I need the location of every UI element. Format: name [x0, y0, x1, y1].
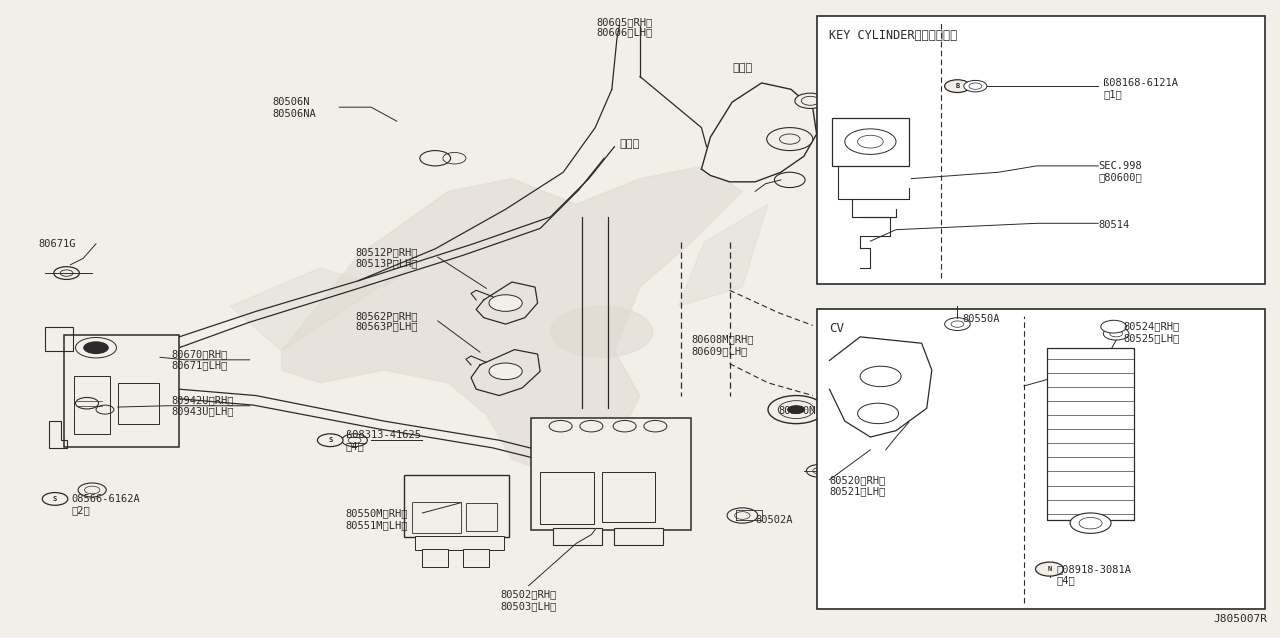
Circle shape	[489, 295, 522, 311]
Text: B: B	[955, 83, 960, 89]
Circle shape	[795, 93, 826, 108]
Circle shape	[874, 28, 902, 42]
Text: J805007R: J805007R	[1213, 614, 1267, 624]
Bar	[553, 528, 602, 545]
Bar	[415, 536, 504, 550]
Text: 80550M（RH）: 80550M（RH）	[346, 508, 408, 519]
Text: （2）: （2）	[72, 505, 91, 516]
Circle shape	[945, 318, 970, 330]
Text: 非販売: 非販売	[732, 63, 753, 73]
Bar	[614, 528, 663, 545]
Text: 80521（LH）: 80521（LH）	[829, 486, 886, 496]
Text: 80514: 80514	[1098, 220, 1129, 230]
Text: 80563P（LH）: 80563P（LH）	[356, 322, 419, 332]
Circle shape	[787, 405, 805, 414]
Circle shape	[774, 172, 805, 188]
Text: ⓝ08918-3081A: ⓝ08918-3081A	[1056, 564, 1132, 574]
Circle shape	[42, 493, 68, 505]
Bar	[817, 309, 1265, 609]
Text: 80562P（RH）: 80562P（RH）	[356, 311, 419, 321]
Text: 80524（RH）: 80524（RH）	[1124, 322, 1180, 332]
Circle shape	[1101, 320, 1126, 333]
Polygon shape	[282, 166, 742, 478]
Circle shape	[845, 129, 896, 154]
Polygon shape	[829, 337, 932, 437]
Circle shape	[317, 434, 343, 447]
Circle shape	[945, 80, 970, 93]
Circle shape	[858, 403, 899, 424]
Text: 80525（LH）: 80525（LH）	[1124, 333, 1180, 343]
Text: B: B	[886, 31, 891, 40]
Bar	[466, 503, 497, 531]
Text: （80600）: （80600）	[1098, 172, 1142, 182]
Bar	[118, 383, 159, 424]
Text: 80503（LH）: 80503（LH）	[500, 601, 557, 611]
Bar	[602, 472, 655, 522]
Polygon shape	[230, 242, 448, 351]
Circle shape	[806, 464, 832, 477]
Bar	[64, 335, 179, 447]
Text: 08168-6121A: 08168-6121A	[905, 27, 974, 37]
Text: 80502AA: 80502AA	[838, 466, 882, 476]
Text: 80570M: 80570M	[778, 406, 815, 416]
Text: 80942U（RH）: 80942U（RH）	[172, 395, 234, 405]
Text: 80513P（LH）: 80513P（LH）	[356, 258, 419, 268]
Text: 80608M（RH）: 80608M（RH）	[691, 334, 754, 345]
Text: CV: CV	[829, 322, 845, 335]
Text: ß08168-6121A: ß08168-6121A	[1103, 78, 1179, 88]
Bar	[531, 418, 691, 530]
Text: （1）: （1）	[1103, 89, 1123, 100]
Circle shape	[860, 366, 901, 387]
Text: KEY CYLINDER（運転席側）: KEY CYLINDER（運転席側）	[829, 29, 957, 41]
Text: ß08313-41625: ß08313-41625	[346, 430, 421, 440]
Circle shape	[1103, 327, 1129, 340]
Text: 80512P（RH）: 80512P（RH）	[356, 247, 419, 257]
Text: 80609（LH）: 80609（LH）	[691, 346, 748, 356]
Text: （4）: （4）	[346, 441, 365, 452]
Text: SEC.998: SEC.998	[1098, 161, 1142, 171]
Bar	[832, 118, 909, 166]
Bar	[463, 549, 489, 567]
Text: 80671G: 80671G	[38, 239, 76, 249]
Text: S: S	[52, 496, 58, 502]
Circle shape	[964, 80, 987, 92]
Text: （4）: （4）	[1056, 575, 1075, 586]
Text: 80506N: 80506N	[273, 97, 310, 107]
Polygon shape	[678, 204, 768, 306]
Bar	[422, 549, 448, 567]
Text: 80502（RH）: 80502（RH）	[500, 590, 557, 600]
Bar	[404, 475, 509, 537]
Text: 80550A: 80550A	[963, 314, 1000, 324]
Text: N: N	[1047, 566, 1052, 572]
Circle shape	[550, 306, 653, 357]
Circle shape	[489, 363, 522, 380]
Circle shape	[83, 341, 109, 354]
Bar	[74, 376, 110, 434]
Text: 80506NA: 80506NA	[273, 108, 316, 119]
Circle shape	[1036, 562, 1064, 576]
Text: 80605（RH）: 80605（RH）	[596, 17, 653, 27]
Text: S: S	[328, 437, 333, 443]
Text: 80551M（LH）: 80551M（LH）	[346, 520, 408, 530]
Text: 80502A: 80502A	[755, 515, 792, 525]
Polygon shape	[701, 83, 817, 182]
Text: 80520（RH）: 80520（RH）	[829, 475, 886, 485]
Text: 80943U（LH）: 80943U（LH）	[172, 406, 234, 417]
Bar	[540, 472, 594, 524]
Text: 08566-6162A: 08566-6162A	[72, 494, 141, 504]
Text: 80670（RH）: 80670（RH）	[172, 349, 228, 359]
Circle shape	[767, 128, 813, 151]
Bar	[817, 16, 1265, 284]
Bar	[45, 327, 73, 351]
Circle shape	[768, 396, 824, 424]
Circle shape	[1070, 513, 1111, 533]
Text: 80606（LH）: 80606（LH）	[596, 27, 653, 37]
Text: 80671（LH）: 80671（LH）	[172, 360, 228, 370]
Circle shape	[342, 434, 367, 447]
Text: 非販売: 非販売	[620, 138, 640, 149]
Text: （4）: （4）	[905, 38, 924, 48]
Circle shape	[727, 508, 758, 523]
Bar	[412, 502, 461, 533]
Bar	[1047, 348, 1134, 520]
